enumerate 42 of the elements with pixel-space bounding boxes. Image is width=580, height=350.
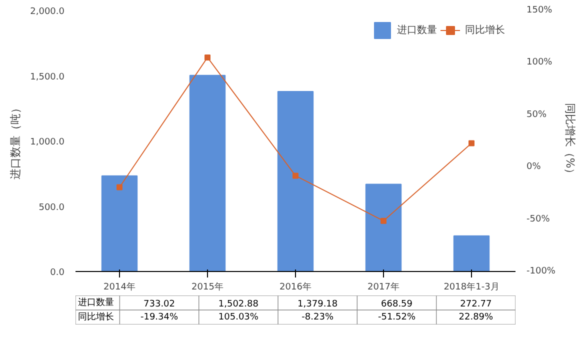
y-tick-label: 1,500.0 [30,72,65,82]
y2-tick-label: -50% [526,214,550,224]
data-label: 272.77 [460,299,492,310]
data-label: -19.34% [140,312,178,322]
point [468,140,474,146]
data-label: 22.89% [458,312,494,322]
y2-axis-title: 同比增长（%） [563,102,576,180]
y-tick-label: 500.0 [38,202,65,213]
bar [453,235,490,272]
legend-label: 进口数量 [397,24,437,37]
x-tick-label: 2018年1-3月 [444,282,500,292]
y2-tick-label: -100% [526,266,556,276]
y2-tick-label: 100% [526,58,553,68]
y2-tick-label: 0% [526,162,542,172]
y-tick-label: 1,000.0 [30,138,65,148]
bar [365,184,402,272]
point [116,184,122,190]
legend-label: 同比增长 [465,24,505,37]
data-label: 105.03% [218,312,259,322]
y2-tick-label: 50% [526,110,547,120]
point [292,172,298,179]
point [204,54,210,60]
y-tick-label: 2,000.0 [30,7,65,17]
data-label: 1,502.88 [218,299,259,310]
data-label: 733.02 [144,299,176,310]
data-label: -51.52% [378,312,416,322]
text: 同比增长 [78,312,114,322]
x-tick-label: 2016年 [280,282,312,292]
data-label: 668.59 [381,299,413,310]
y-axis-title: 进口数量（吨） [9,102,22,180]
bar [101,175,138,272]
y-tick-label: 0.0 [50,268,65,278]
x-tick-label: 2017年 [368,282,400,292]
x-tick-label: 2014年 [104,282,136,292]
text: 进口数量 [78,298,114,308]
data-label: 1,379.18 [298,299,338,310]
data-label: -8.23% [302,312,334,322]
bar [277,91,314,272]
point [380,218,386,224]
x-tick-label: 2015年 [192,282,224,292]
y2-tick-label: 150% [526,6,553,16]
bar [189,74,226,272]
